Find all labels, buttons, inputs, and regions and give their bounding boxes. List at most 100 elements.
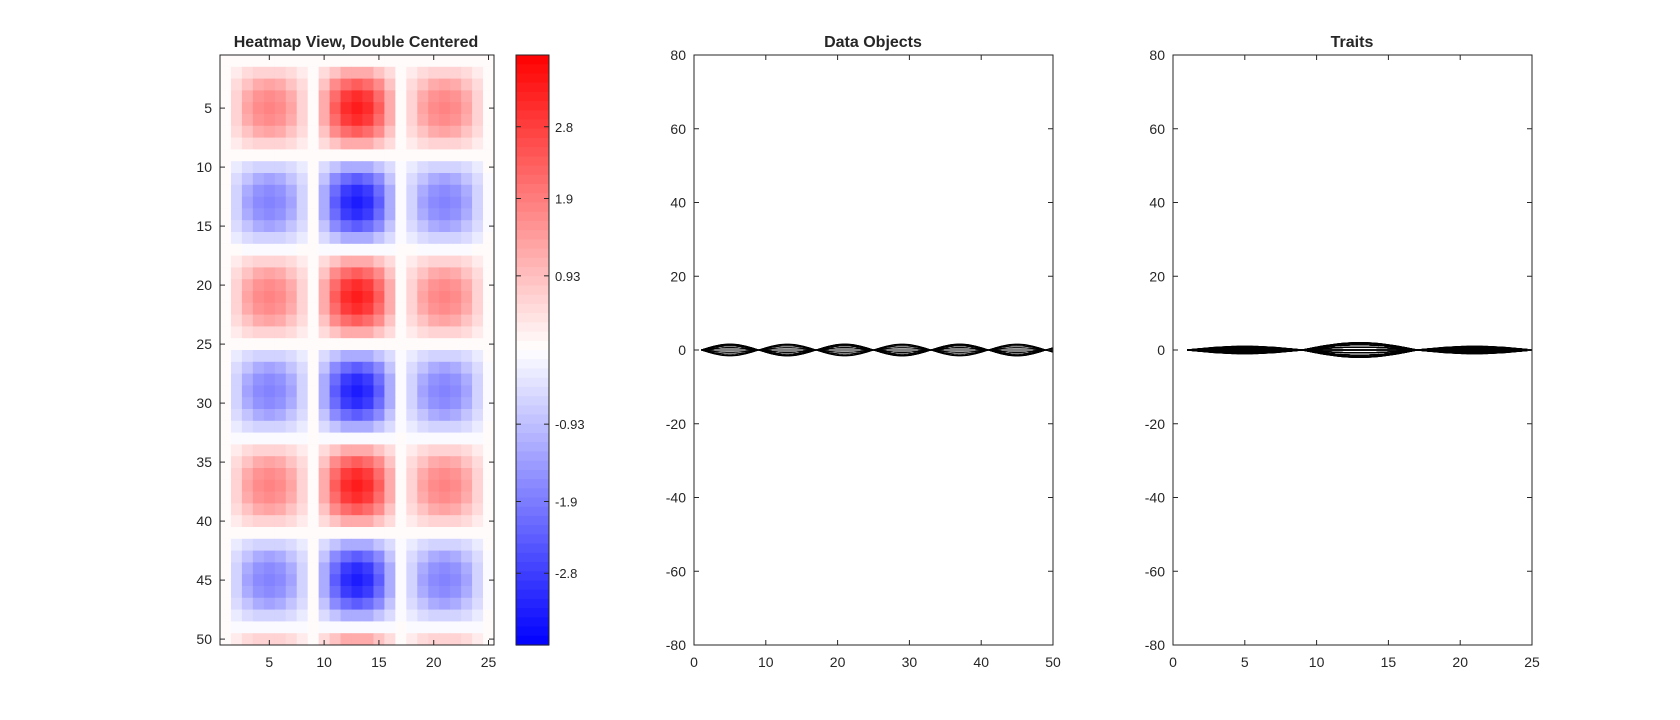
heatmap-cell bbox=[428, 350, 440, 363]
heatmap-cell bbox=[439, 243, 451, 257]
heatmap-cell bbox=[461, 137, 473, 150]
colorbar-step bbox=[516, 589, 549, 600]
heatmap-cell bbox=[417, 173, 429, 186]
heatmap-cell bbox=[307, 173, 320, 186]
heatmap-cell bbox=[384, 125, 396, 139]
heatmap-cell bbox=[340, 243, 353, 257]
heatmap-cell bbox=[439, 586, 451, 599]
heatmap-cell bbox=[428, 196, 440, 209]
heatmap-cell bbox=[428, 173, 440, 186]
heatmap-cell bbox=[274, 78, 287, 91]
heatmap-cell bbox=[362, 291, 374, 304]
heatmap-cell bbox=[340, 137, 353, 150]
heatmap-cell bbox=[285, 291, 298, 304]
heatmap-cell bbox=[285, 597, 298, 611]
heatmap-cell bbox=[428, 597, 440, 611]
heatmap-cell bbox=[450, 397, 462, 410]
heatmap-cell bbox=[472, 196, 484, 209]
heatmap-cell bbox=[428, 444, 440, 457]
colorbar-step bbox=[516, 460, 549, 471]
heatmap-cell bbox=[417, 78, 429, 91]
heatmap-cell bbox=[472, 527, 484, 540]
heatmap-cell bbox=[439, 114, 451, 127]
heatmap-cell bbox=[307, 373, 320, 386]
heatmap-cell bbox=[230, 574, 243, 587]
heatmap-cell bbox=[296, 114, 309, 127]
heatmap-cell bbox=[285, 55, 298, 68]
heatmap-cell bbox=[384, 184, 396, 198]
heatmap-cell bbox=[329, 220, 342, 233]
heatmap-cell bbox=[351, 515, 363, 528]
heatmap-cell bbox=[384, 220, 396, 233]
heatmap-cell bbox=[406, 409, 418, 422]
heatmap-cell bbox=[274, 102, 287, 115]
heatmap-cell bbox=[461, 479, 473, 493]
heatmap-cell bbox=[472, 586, 484, 599]
heatmap-cell bbox=[483, 66, 495, 80]
heatmap-cell bbox=[263, 279, 276, 292]
heatmap-cell bbox=[285, 102, 298, 115]
heatmap-cell bbox=[274, 220, 287, 233]
heatmap-cell bbox=[230, 468, 243, 481]
heatmap-cell bbox=[252, 66, 265, 80]
heatmap-cell bbox=[461, 125, 473, 139]
heatmap-cell bbox=[285, 409, 298, 422]
heatmap-cell bbox=[384, 409, 396, 422]
traits-x-tick-label: 5 bbox=[1241, 654, 1249, 670]
heatmap-cell bbox=[318, 243, 331, 257]
heatmap-cell bbox=[406, 479, 418, 493]
heatmap-cell bbox=[318, 208, 331, 221]
heatmap-cell bbox=[362, 385, 374, 398]
heatmap-cell bbox=[428, 291, 440, 304]
heatmap-cell bbox=[285, 78, 298, 91]
heatmap-cell bbox=[395, 397, 407, 410]
heatmap-cell bbox=[384, 196, 396, 209]
heatmap-cell bbox=[428, 550, 440, 563]
heatmap-cell bbox=[329, 208, 342, 221]
heatmap-cell bbox=[395, 432, 407, 445]
heatmap-cell bbox=[384, 444, 396, 457]
heatmap-cell bbox=[274, 196, 287, 209]
heatmap-cell bbox=[340, 302, 353, 316]
heatmap-cell bbox=[351, 66, 363, 80]
heatmap-cell bbox=[417, 491, 429, 504]
heatmap-cell bbox=[373, 420, 385, 434]
heatmap-cell bbox=[230, 515, 243, 528]
heatmap-cell bbox=[417, 574, 429, 587]
heatmap-cell bbox=[428, 420, 440, 434]
heatmap-cell bbox=[483, 633, 495, 646]
heatmap-cell bbox=[461, 232, 473, 245]
heatmap-cell bbox=[329, 55, 342, 68]
heatmap-cell bbox=[472, 420, 484, 434]
heatmap-cell bbox=[252, 586, 265, 599]
heatmap-cell bbox=[263, 609, 276, 622]
heatmap-cell bbox=[395, 385, 407, 398]
heatmap-cell bbox=[329, 137, 342, 150]
colorbar-step bbox=[516, 543, 549, 554]
heatmap-cell bbox=[340, 409, 353, 422]
heatmap-cell bbox=[373, 279, 385, 292]
heatmap-cell bbox=[252, 302, 265, 316]
heatmap-cell bbox=[307, 279, 320, 292]
heatmap-cell bbox=[307, 562, 320, 575]
heatmap-cell bbox=[285, 279, 298, 292]
heatmap-cell bbox=[362, 562, 374, 575]
heatmap-cell bbox=[395, 255, 407, 268]
heatmap-cell bbox=[241, 208, 254, 221]
heatmap-cell bbox=[472, 609, 484, 622]
heatmap-y-tick-label: 25 bbox=[196, 336, 212, 352]
heatmap-x-tick-label: 10 bbox=[316, 654, 332, 670]
data-objects-y-tick-label: 60 bbox=[670, 121, 686, 137]
heatmap-cell bbox=[461, 66, 473, 80]
heatmap-cell bbox=[307, 503, 320, 516]
heatmap-cell bbox=[472, 515, 484, 528]
colorbar-step bbox=[516, 423, 549, 434]
heatmap-cell bbox=[417, 456, 429, 469]
colorbar-step bbox=[516, 598, 549, 609]
heatmap-cell bbox=[340, 208, 353, 221]
heatmap-cell bbox=[362, 125, 374, 139]
heatmap-y-tick-label: 35 bbox=[196, 454, 212, 470]
heatmap-cell bbox=[340, 232, 353, 245]
heatmap-cell bbox=[384, 420, 396, 434]
heatmap-cell bbox=[395, 562, 407, 575]
